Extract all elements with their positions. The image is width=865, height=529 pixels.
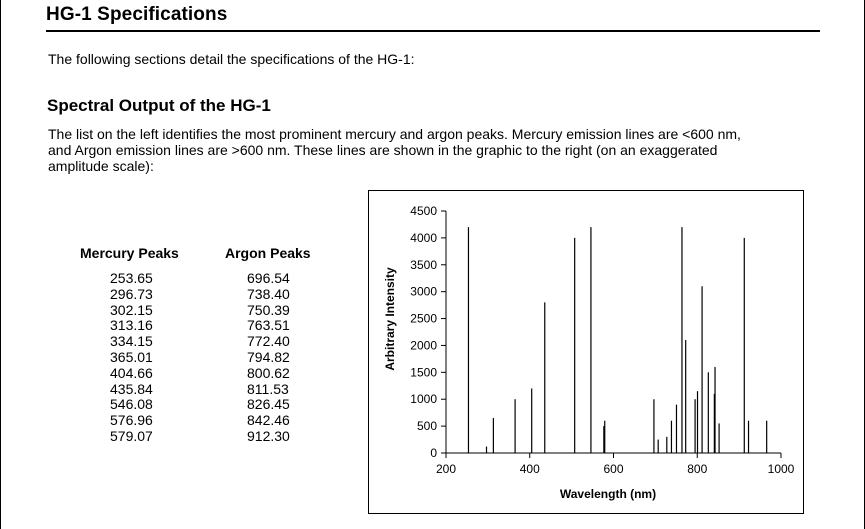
section-title: HG-1 Specifications [46, 4, 228, 25]
mercury-peak-item: 404.66 [110, 364, 153, 381]
y-tick-label: 3000 [410, 285, 437, 299]
y-tick-label: 4500 [410, 204, 437, 218]
x-tick-label: 400 [520, 462, 540, 476]
chart-emission-lines [467, 227, 768, 453]
argon-peak-item: 794.82 [247, 348, 290, 365]
y-tick-label: 2000 [410, 338, 437, 352]
mercury-peaks-header: Mercury Peaks [80, 245, 179, 261]
spectral-paragraph-line-1: The list on the left identifies the most… [48, 126, 741, 142]
spectral-paragraph-line-3: amplitude scale): [48, 158, 154, 174]
argon-peak-item: 763.51 [247, 317, 290, 334]
argon-peak-item: 842.46 [247, 412, 290, 429]
section-title-rule [46, 30, 820, 32]
y-axis-label: Arbitrary Intensity [383, 267, 397, 371]
argon-peaks-list: 696.54 738.40 750.39 763.51 772.40 794.8… [247, 270, 290, 445]
mercury-peak-item: 576.96 [110, 412, 153, 429]
mercury-peak-item: 365.01 [110, 348, 153, 365]
x-tick-label: 600 [603, 462, 623, 476]
y-tick-label: 1000 [410, 392, 437, 406]
spectrum-chart-svg: 0 500 1000 1500 2000 2500 3000 3500 4000 4500 200 4… [383, 204, 795, 501]
argon-peak-item: 912.30 [247, 427, 290, 444]
mercury-peak-item: 302.15 [110, 301, 153, 318]
mercury-peak-item: 334.15 [110, 333, 153, 350]
y-tick-label: 4000 [410, 231, 437, 245]
argon-peak-item: 696.54 [247, 270, 290, 286]
x-tick-label: 200 [436, 462, 456, 476]
spectral-output-title: Spectral Output of the HG-1 [47, 96, 271, 115]
argon-peak-item: 772.40 [247, 333, 290, 350]
mercury-peak-item: 579.07 [110, 427, 153, 444]
argon-peak-item: 738.40 [247, 285, 290, 302]
x-tick-label: 800 [687, 462, 707, 476]
section-intro: The following sections detail the specif… [48, 51, 415, 67]
mercury-peak-item: 296.73 [110, 285, 153, 302]
y-tick-label: 0 [430, 446, 437, 460]
x-axis-label: Wavelength (nm) [560, 487, 656, 501]
chart-axes: 0 500 1000 1500 2000 2500 3000 3500 4000 4500 200 4… [410, 204, 794, 476]
x-tick-label: 1000 [768, 462, 795, 476]
mercury-peak-item: 546.08 [110, 396, 153, 413]
argon-peaks-header: Argon Peaks [225, 245, 311, 261]
argon-peak-item: 811.53 [247, 380, 289, 397]
y-tick-label: 3500 [410, 258, 437, 272]
y-tick-label: 1500 [410, 365, 437, 379]
mercury-peak-item: 313.16 [110, 317, 153, 334]
mercury-peak-item: 253.65 [110, 270, 153, 286]
mercury-peak-item: 435.84 [110, 380, 153, 397]
y-tick-label: 500 [417, 419, 437, 433]
spectrum-chart: 0 500 1000 1500 2000 2500 3000 3500 4000 4500 200 4… [368, 190, 804, 514]
mercury-peaks-list: 253.65 296.73 302.15 313.16 334.15 365.0… [110, 270, 153, 445]
argon-peak-item: 750.39 [247, 301, 290, 318]
spectral-paragraph-line-2: and Argon emission lines are >600 nm. Th… [48, 142, 718, 158]
argon-peak-item: 826.45 [247, 396, 290, 413]
y-tick-label: 2500 [410, 312, 437, 326]
argon-peak-item: 800.62 [247, 364, 290, 381]
